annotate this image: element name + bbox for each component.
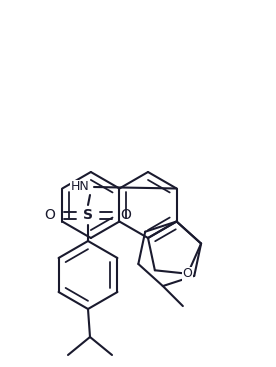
Text: O: O (121, 208, 131, 222)
Text: HN: HN (71, 181, 89, 193)
Text: O: O (44, 208, 55, 222)
Text: O: O (183, 267, 193, 280)
Text: S: S (83, 208, 93, 222)
